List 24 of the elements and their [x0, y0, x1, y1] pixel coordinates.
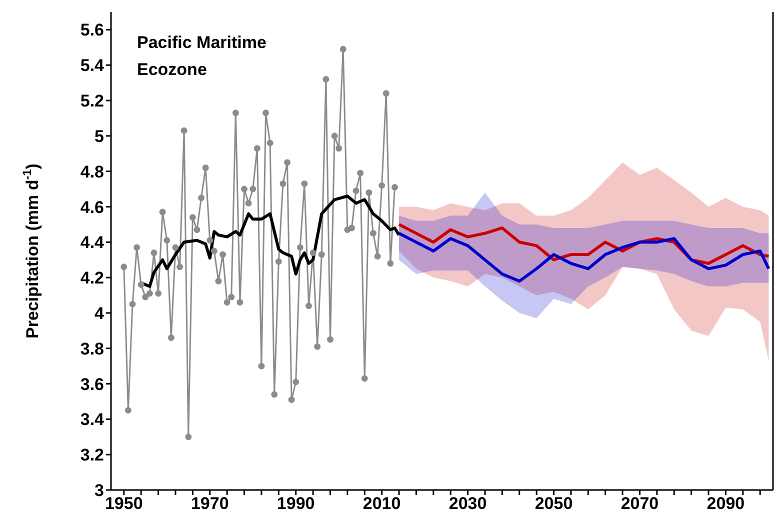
- y-tick-label: 3.6: [80, 374, 104, 394]
- y-tick-label: 3.2: [80, 446, 104, 465]
- x-tick-label: 2030: [448, 494, 487, 514]
- y-tick-label: 3.8: [80, 339, 104, 358]
- text: Pacific Maritime Ecozone: [137, 33, 266, 79]
- y-tick-label: 3.4: [80, 410, 105, 430]
- y-tick-label: 5.4: [80, 56, 105, 76]
- line-series: [398, 232, 770, 283]
- y-tick-label: 4: [94, 304, 105, 323]
- x-tick-label: 1990: [276, 494, 315, 514]
- x-tick-label: 2090: [706, 494, 745, 514]
- y-tick-label: 4.6: [80, 198, 104, 217]
- x-tick-label: 2070: [620, 494, 659, 514]
- x-tick-label: 2010: [362, 494, 401, 514]
- y-tick-label: 4.4: [80, 233, 105, 252]
- y-tick-label: 3: [94, 481, 104, 500]
- y-tick-label: 5.6: [80, 20, 104, 40]
- y-tick-label: 4.2: [80, 268, 104, 288]
- y-tick-label: 4.8: [80, 162, 104, 182]
- y-tick-label: 5.2: [80, 92, 104, 111]
- x-tick-label: 1950: [104, 494, 143, 514]
- y-tick-label: 5: [94, 126, 104, 146]
- x-tick-label: 1970: [190, 494, 229, 514]
- x-tick-label: 2050: [534, 494, 573, 514]
